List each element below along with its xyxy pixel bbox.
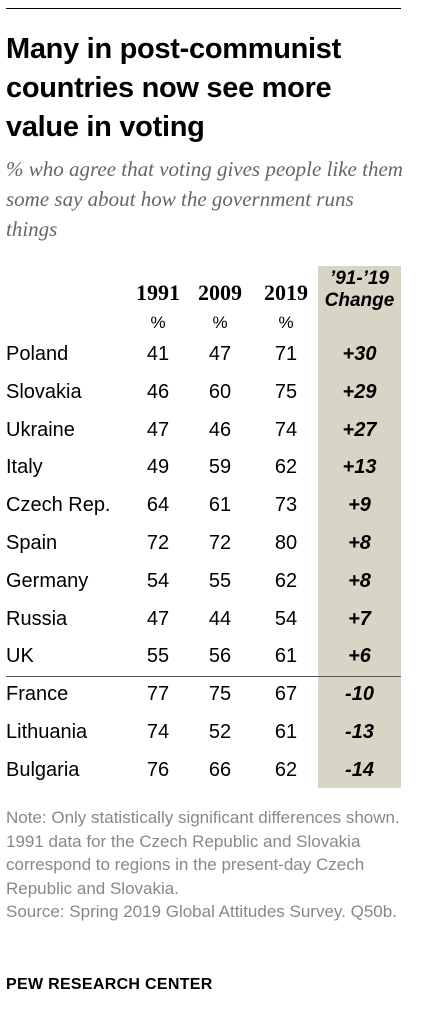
change-header-line2: Change: [324, 290, 395, 311]
table-row: Lithuania 74 52 61 -13: [0, 713, 422, 751]
value-2009: 61: [208, 494, 232, 517]
value-2019: 80: [274, 532, 298, 554]
table-row: Germany 54 55 62 +8: [0, 562, 422, 600]
change-header-line1: ’91-’19: [329, 268, 390, 289]
change-value: +30: [342, 343, 377, 365]
table-row: Russia 47 44 54 +7: [0, 600, 422, 638]
value-2009: 72: [208, 532, 232, 554]
value-2019: 54: [274, 607, 298, 630]
column-unit-2019: %: [278, 313, 294, 332]
change-column-header: ’91-’19 Change: [318, 268, 401, 312]
value-2019: 75: [274, 380, 298, 403]
table-row: Czech Rep. 64 61 73 +9: [0, 486, 422, 524]
change-column-background: [318, 266, 401, 788]
column-unit-2009: %: [212, 313, 228, 332]
value-2009: 52: [208, 721, 232, 743]
value-2009: 66: [208, 758, 232, 781]
country-label: Czech Rep.: [6, 494, 111, 517]
source-text: Source: Spring 2019 Global Attitudes Sur…: [6, 902, 397, 921]
value-2019: 71: [274, 343, 298, 365]
change-value: +29: [342, 380, 377, 403]
value-2019: 61: [274, 721, 298, 743]
country-label: Italy: [6, 456, 43, 479]
value-1991: 47: [146, 607, 170, 630]
column-unit-1991: %: [150, 313, 166, 332]
value-2009: 59: [208, 456, 232, 479]
value-2019: 67: [274, 683, 298, 706]
value-1991: 41: [146, 343, 170, 365]
change-value: +6: [348, 645, 371, 668]
value-1991: 55: [146, 645, 170, 668]
country-label: Bulgaria: [6, 758, 80, 781]
change-value: +8: [348, 569, 371, 592]
value-2009: 56: [208, 645, 232, 668]
change-value: -13: [345, 721, 374, 743]
group-divider: [6, 676, 401, 677]
table-row: France 77 75 67 -10: [0, 675, 422, 713]
value-2009: 44: [208, 607, 232, 630]
value-1991: 49: [146, 456, 170, 479]
value-1991: 64: [146, 494, 170, 517]
table-row: Poland 41 47 71 +30: [0, 335, 422, 373]
change-value: +13: [342, 456, 377, 479]
value-1991: 77: [146, 683, 170, 706]
chart-title: Many in post-communist countries now see…: [6, 33, 341, 143]
table-row: Ukraine 47 46 74 +27: [0, 411, 422, 449]
note-text: Note: Only statistically significant dif…: [6, 808, 400, 898]
country-label: Ukraine: [6, 418, 75, 441]
value-1991: 54: [146, 569, 170, 592]
value-2019: 73: [274, 494, 298, 517]
brand-logo-text: PEW RESEARCH CENTER: [6, 976, 213, 993]
column-header-2009: 2009: [198, 280, 242, 305]
change-value: -14: [345, 758, 374, 781]
value-2019: 74: [274, 418, 298, 441]
change-value: +27: [342, 418, 377, 441]
column-header-2019: 2019: [264, 280, 308, 305]
note-block: Note: Only statistically significant dif…: [6, 806, 411, 924]
table-row: Italy 49 59 62 +13: [0, 448, 422, 486]
table-row: Bulgaria 76 66 62 -14: [0, 751, 422, 789]
value-1991: 74: [146, 721, 170, 743]
value-1991: 46: [146, 380, 170, 403]
chart-subtitle: % who agree that voting gives people lik…: [6, 157, 403, 241]
value-2009: 60: [208, 380, 232, 403]
value-2019: 62: [274, 569, 298, 592]
change-value: -10: [345, 683, 374, 706]
change-value: +7: [348, 607, 371, 630]
country-label: France: [6, 683, 69, 706]
country-label: Russia: [6, 607, 68, 630]
country-label: UK: [6, 645, 34, 668]
change-value: +8: [348, 532, 371, 554]
value-1991: 47: [146, 418, 170, 441]
value-2009: 47: [208, 343, 232, 365]
value-1991: 72: [146, 532, 170, 554]
country-label: Germany: [6, 569, 89, 592]
table-row: Spain 72 72 80 +8: [0, 524, 422, 562]
table-row: UK 55 56 61 +6: [0, 637, 422, 675]
value-2019: 62: [274, 456, 298, 479]
value-2009: 46: [208, 418, 232, 441]
country-label: Poland: [6, 343, 69, 365]
column-header-1991: 1991: [136, 280, 180, 305]
value-2009: 55: [208, 569, 232, 592]
country-label: Lithuania: [6, 721, 88, 743]
country-label: Spain: [6, 532, 58, 554]
top-rule: [6, 8, 401, 9]
value-2019: 61: [274, 645, 298, 668]
country-label: Slovakia: [6, 380, 82, 403]
table-row: Slovakia 46 60 75 +29: [0, 373, 422, 411]
value-2009: 75: [208, 683, 232, 706]
change-value: +9: [348, 494, 371, 517]
value-1991: 76: [146, 758, 170, 781]
value-2019: 62: [274, 758, 298, 781]
